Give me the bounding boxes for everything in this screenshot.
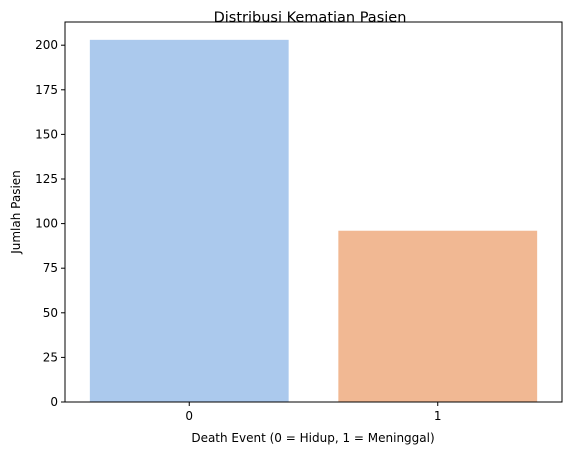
y-tick-label: 0 bbox=[50, 395, 58, 409]
y-axis-ticks: 0 25 50 75 100 125 150 175 200 bbox=[35, 38, 65, 409]
bars-group bbox=[89, 39, 538, 403]
y-tick-label: 150 bbox=[35, 127, 58, 141]
y-tick-label: 50 bbox=[43, 306, 58, 320]
y-axis-label: Jumlah Pasien bbox=[9, 170, 23, 255]
x-tick-label: 0 bbox=[185, 409, 193, 423]
x-axis-label: Death Event (0 = Hidup, 1 = Meninggal) bbox=[191, 431, 434, 445]
y-tick-label: 200 bbox=[35, 38, 58, 52]
plot-frame bbox=[64, 21, 563, 403]
y-tick-label: 125 bbox=[35, 172, 58, 186]
y-tick-label: 175 bbox=[35, 83, 58, 97]
chart-title: Distribusi Kematian Pasien bbox=[214, 10, 407, 26]
y-tick-label: 25 bbox=[43, 350, 58, 364]
bar-1 bbox=[338, 230, 538, 402]
y-tick-label: 75 bbox=[43, 261, 58, 275]
x-tick-label: 1 bbox=[434, 409, 442, 423]
y-tick-label: 100 bbox=[35, 217, 58, 231]
bar-0 bbox=[89, 39, 289, 403]
